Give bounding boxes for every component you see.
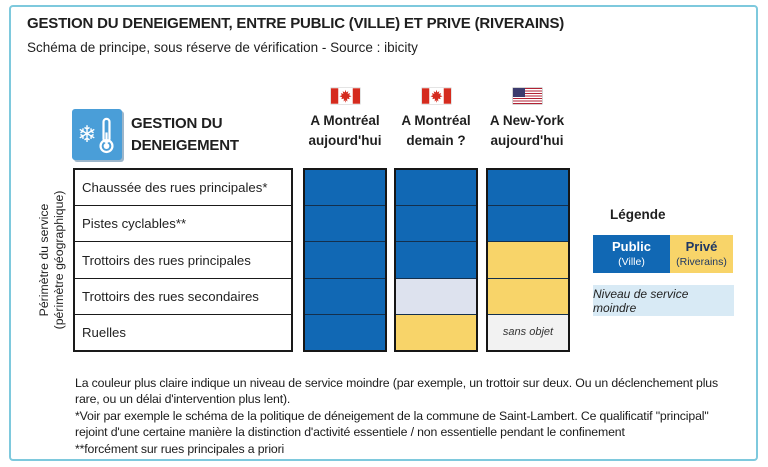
column-label-line2: aujourd'hui <box>490 133 564 148</box>
row-label-chaussee: Chaussée des rues principales* <box>82 180 268 196</box>
column-header-newyork-today: A New-York aujourd'hui <box>471 88 583 151</box>
footnotes: La couleur plus claire indique un niveau… <box>75 375 718 457</box>
matrix-column-montreal-tomorrow <box>394 168 478 352</box>
matrix-title: GESTION DU DENEIGEMENT <box>131 113 239 157</box>
matrix-cell-r4-c3-prive <box>488 277 568 314</box>
footnote-line: rare, ou un délai d'intervention plus le… <box>75 392 291 407</box>
canada-flag-icon <box>421 88 451 104</box>
page-title: GESTION DU DENEIGEMENT, ENTRE PUBLIC (VI… <box>27 15 565 32</box>
matrix-cell-r2-c2-public <box>396 205 476 242</box>
footnote-line: La couleur plus claire indique un niveau… <box>75 376 718 390</box>
row-labels-table: Chaussée des rues principales* Pistes cy… <box>73 168 293 352</box>
legend-prive-box: Privé (Riverains) <box>670 235 733 273</box>
matrix-column-montreal-today <box>303 168 387 352</box>
legend-public-sublabel: (Ville) <box>618 255 645 268</box>
matrix-cell-r3-c2-public <box>396 241 476 278</box>
legend-public-label: Public <box>611 239 651 255</box>
matrix-title-line2: DENEIGEMENT <box>131 137 239 154</box>
column-label-line2: demain ? <box>406 133 466 148</box>
footnote-line: rejoint d'une certaine manière la distin… <box>75 425 625 440</box>
legend-prive-sublabel: (Riverains) <box>676 255 727 268</box>
footnote-line: *Voir par exemple le schéma de la politi… <box>75 408 709 423</box>
usa-flag-canton <box>512 88 525 97</box>
canada-flag-icon <box>330 88 360 104</box>
matrix-cell-r1-c2-public <box>396 170 476 206</box>
column-header-montreal-tomorrow: A Montréal demain ? <box>380 88 492 151</box>
page-subtitle: Schéma de principe, sous réserve de véri… <box>27 40 418 55</box>
column-label-line1: A Montréal <box>401 113 471 128</box>
matrix-column-newyork-today: sans objet <box>486 168 570 352</box>
matrix-cell-r5-c2-prive <box>396 313 476 351</box>
matrix-title-line1: GESTION DU <box>131 115 223 132</box>
column-label-line1: A Montréal <box>310 113 380 128</box>
row-label-trottoirs-secondaires: Trottoirs des rues secondaires <box>75 277 291 314</box>
axis-label-line2: (périmètre géographique) <box>52 190 66 330</box>
axis-label-perimetre: Périmètre du service (périmètre géograph… <box>37 191 67 330</box>
matrix-cell-r2-c3-public <box>488 205 568 242</box>
matrix-cell-r4-c2-moindre <box>396 277 476 314</box>
snow-management-icon: ❄ <box>72 109 122 160</box>
legend-title: Légende <box>610 207 666 222</box>
row-label-ruelles: Ruelles <box>75 313 291 350</box>
matrix-cell-r5-c1-public <box>305 313 385 351</box>
legend-moindre-box: Niveau de service moindre <box>593 285 734 316</box>
matrix-cell-r4-c1-public <box>305 277 385 314</box>
matrix-cell-r3-c3-prive <box>488 241 568 278</box>
matrix-cell-r2-c1-public <box>305 205 385 242</box>
column-label-line1: A New-York <box>489 113 565 128</box>
matrix-cell-r1-c1-public <box>305 170 385 206</box>
footnote-line: **forcément sur rues principales a prior… <box>75 441 285 456</box>
column-header-montreal-today: A Montréal aujourd'hui <box>289 88 401 151</box>
legend-public-box: Public (Ville) <box>593 235 670 273</box>
matrix-cell-r1-c3-public <box>488 170 568 206</box>
column-label-line2: aujourd'hui <box>308 133 382 148</box>
snowflake-icon: ❄ <box>77 121 97 147</box>
usa-flag-icon <box>512 88 542 104</box>
legend-prive-label: Privé <box>685 239 718 255</box>
matrix-cell-r5-c3-sans_objet: sans objet <box>488 313 568 351</box>
row-label-pistes: Pistes cyclables** <box>75 205 291 241</box>
outer-frame <box>9 5 758 461</box>
thermometer-icon <box>99 117 114 153</box>
axis-label-line1: Périmètre du service <box>37 203 51 317</box>
row-label-trottoirs-principales: Trottoirs des rues principales <box>75 241 291 277</box>
matrix-cell-r3-c1-public <box>305 241 385 278</box>
